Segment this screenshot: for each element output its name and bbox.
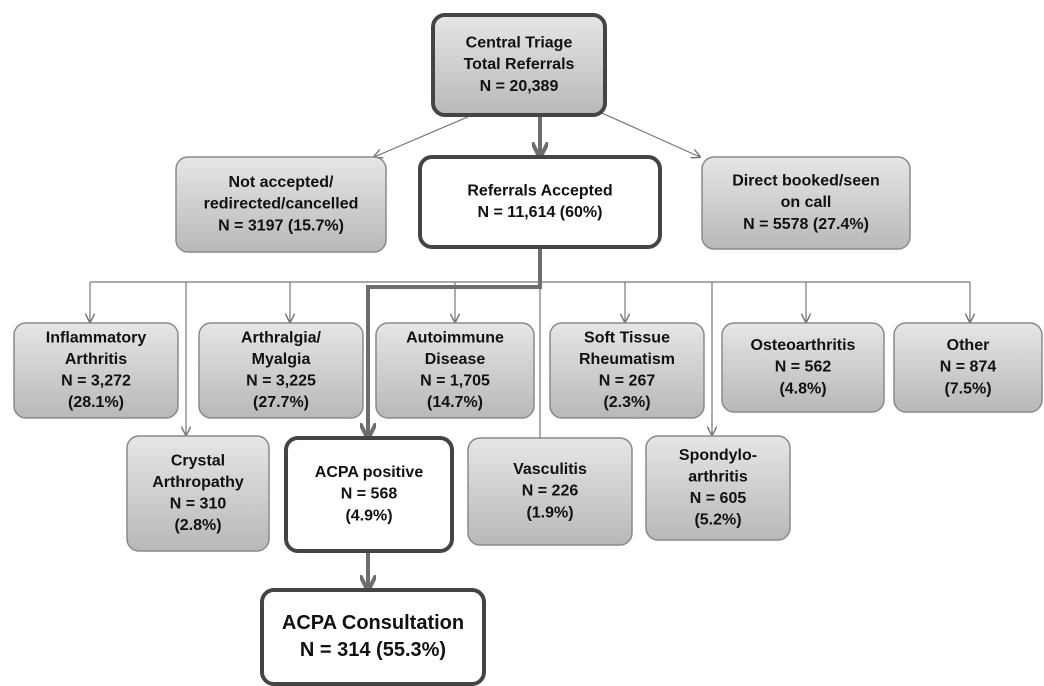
node-label: N = 3197 (15.7%): [218, 217, 344, 234]
node-label: Inflammatory: [46, 329, 147, 346]
node-box: [198, 322, 364, 419]
node-label: Crystal: [171, 452, 225, 469]
node-label: N = 267: [599, 373, 656, 390]
node-label: N = 874: [940, 359, 997, 376]
node-label: Arthralgia/: [241, 329, 322, 346]
node-box: [375, 322, 535, 419]
node-label: N = 562: [775, 359, 832, 376]
node-box: [893, 322, 1043, 413]
node-label: (14.7%): [427, 394, 483, 411]
node-box: [549, 322, 705, 419]
node-label: Myalgia: [252, 351, 311, 368]
connectors: [90, 100, 970, 588]
node-label: (28.1%): [68, 394, 124, 411]
node-label: (2.8%): [174, 517, 221, 534]
node-label: (7.5%): [944, 380, 991, 397]
node-box: [418, 155, 662, 249]
node-label: Rheumatism: [579, 351, 675, 368]
node-label: arthritis: [688, 468, 748, 485]
node-box: [721, 322, 885, 413]
node-label: N = 1,705: [420, 373, 490, 390]
node-label: Direct booked/seen: [732, 173, 880, 190]
node-label: Osteoarthritis: [751, 337, 856, 354]
arrow: [368, 247, 542, 436]
node-box: [126, 435, 270, 552]
node-label: ACPA Consultation: [282, 612, 464, 634]
node-label: N = 3,225: [246, 373, 316, 390]
node-box: [645, 435, 791, 541]
node-label: Not accepted/: [229, 174, 334, 191]
node-label: N = 20,389: [480, 78, 559, 95]
node-label: Referrals Accepted: [467, 182, 612, 199]
node-label: (4.9%): [345, 507, 392, 524]
node-box: [13, 322, 179, 419]
node-label: N = 226: [522, 483, 579, 500]
node-box: [431, 13, 607, 117]
node-label: Vasculitis: [513, 461, 587, 478]
node-label: Autoimmune: [406, 329, 504, 346]
node-label: N = 314 (55.3%): [300, 639, 446, 661]
node-label: Arthropathy: [152, 474, 244, 491]
node-label: on call: [781, 194, 832, 211]
node-box: [284, 436, 454, 553]
node-label: N = 3,272: [61, 373, 131, 390]
node-label: Spondylo-: [679, 447, 757, 464]
node-label: Arthritis: [65, 351, 127, 368]
node-box: [701, 156, 911, 250]
node-label: N = 605: [690, 490, 747, 507]
node-box: [175, 156, 387, 253]
node-label: ACPA positive: [315, 464, 424, 481]
node-label: Disease: [425, 351, 486, 368]
node-label: Central Triage: [466, 35, 573, 52]
node-label: Soft Tissue: [584, 329, 670, 346]
node-label: N = 5578 (27.4%): [743, 216, 869, 233]
node-label: (2.3%): [603, 394, 650, 411]
node-box: [260, 588, 486, 686]
node-label: redirected/cancelled: [204, 196, 359, 213]
node-label: (4.8%): [779, 380, 826, 397]
node-label: N = 568: [341, 486, 398, 503]
node-label: Other: [947, 337, 990, 354]
node-label: N = 310: [170, 496, 227, 513]
node-label: (1.9%): [526, 504, 573, 521]
node-box: [467, 437, 633, 546]
node-label: (5.2%): [694, 512, 741, 529]
node-label: Total Referrals: [464, 56, 575, 73]
node-label: N = 11,614 (60%): [478, 204, 603, 221]
node-label: (27.7%): [253, 394, 309, 411]
